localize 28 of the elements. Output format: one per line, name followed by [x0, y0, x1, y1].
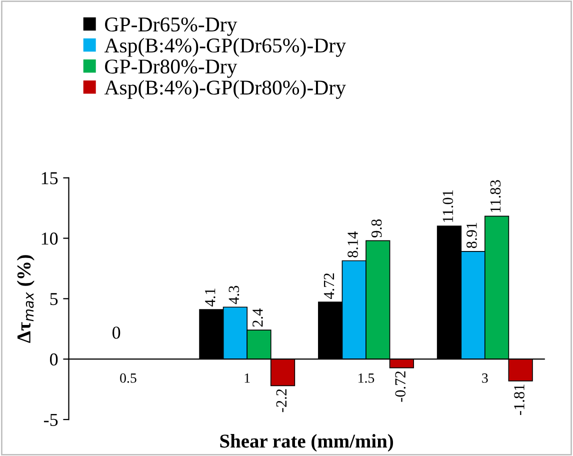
legend-label: Asp(B:4%)-GP(Dr80%)-Dry: [104, 80, 346, 99]
data-label: 8.91: [466, 222, 477, 248]
data-label: 4.1: [205, 288, 216, 306]
y-tick-label: 15: [42, 172, 58, 184]
legend-label: GP-Dr80%-Dry: [105, 60, 238, 78]
data-label: 11.01: [442, 190, 454, 222]
data-label: 11.83: [490, 180, 501, 212]
data-label: 9.8: [371, 219, 382, 238]
data-label: -0.72: [395, 371, 406, 402]
x-tick-label: 0.5: [120, 373, 136, 383]
data-label: -1.81: [514, 384, 524, 416]
x-tick-label: 1.5: [358, 373, 374, 383]
y-tick-label: 10: [42, 232, 58, 245]
data-label: 0: [112, 326, 120, 339]
y-axis-title: Δτ$_{max}$ (%): [16, 255, 34, 343]
data-label: 8.14: [348, 231, 358, 258]
y-tick-label: 5: [50, 293, 58, 306]
data-label: 4.72: [324, 273, 334, 299]
data-label: 2.4: [252, 308, 263, 327]
legend-label: GP-Dr65%-Dry: [105, 17, 238, 36]
y-tick-label: -5: [44, 414, 58, 426]
legend-label: Asp(B:4%)-GP(Dr65%)-Dry: [104, 38, 346, 57]
y-tick-label: 0: [50, 353, 58, 366]
x-tick-label: 1: [244, 373, 250, 383]
data-label: 4.3: [228, 286, 240, 304]
x-tick-label: 3: [482, 373, 488, 383]
data-label: -2.2: [276, 389, 287, 412]
x-axis-title: Shear rate (mm/min): [220, 434, 394, 452]
